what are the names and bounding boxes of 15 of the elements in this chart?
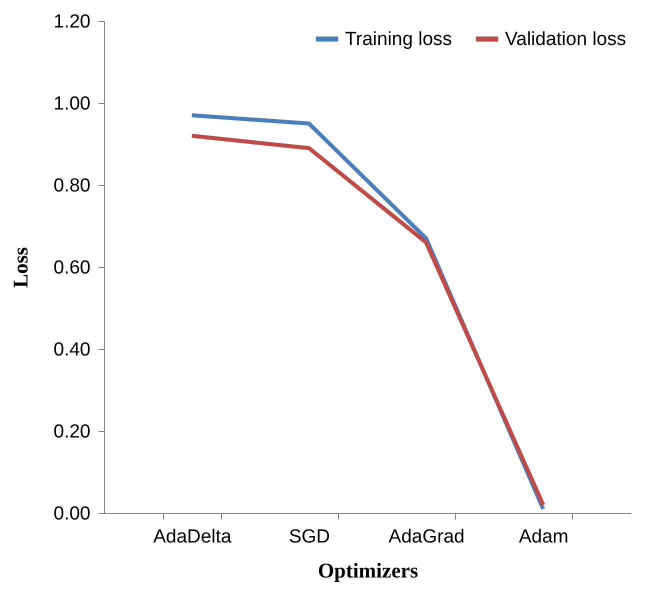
- x-tick-label: AdaGrad: [388, 526, 465, 548]
- x-tick-label: AdaDelta: [153, 526, 232, 548]
- legend-label: Training loss: [345, 29, 452, 50]
- y-tick-label: 0.40: [54, 340, 90, 360]
- y-axis-title: Loss: [8, 247, 33, 288]
- legend-label: Validation loss: [505, 29, 626, 50]
- y-tick-label: 0.20: [54, 422, 90, 442]
- y-tick-label: 1.00: [54, 94, 90, 114]
- x-tick-label: Adam: [518, 526, 568, 548]
- y-tick-label: 0.60: [54, 258, 90, 278]
- y-tick-label: 0.80: [54, 176, 90, 196]
- y-tick-label: 0.00: [54, 504, 90, 524]
- x-tick-label: SGD: [288, 526, 330, 548]
- y-tick-label: 1.20: [54, 12, 90, 32]
- x-axis-title: Optimizers: [318, 558, 418, 582]
